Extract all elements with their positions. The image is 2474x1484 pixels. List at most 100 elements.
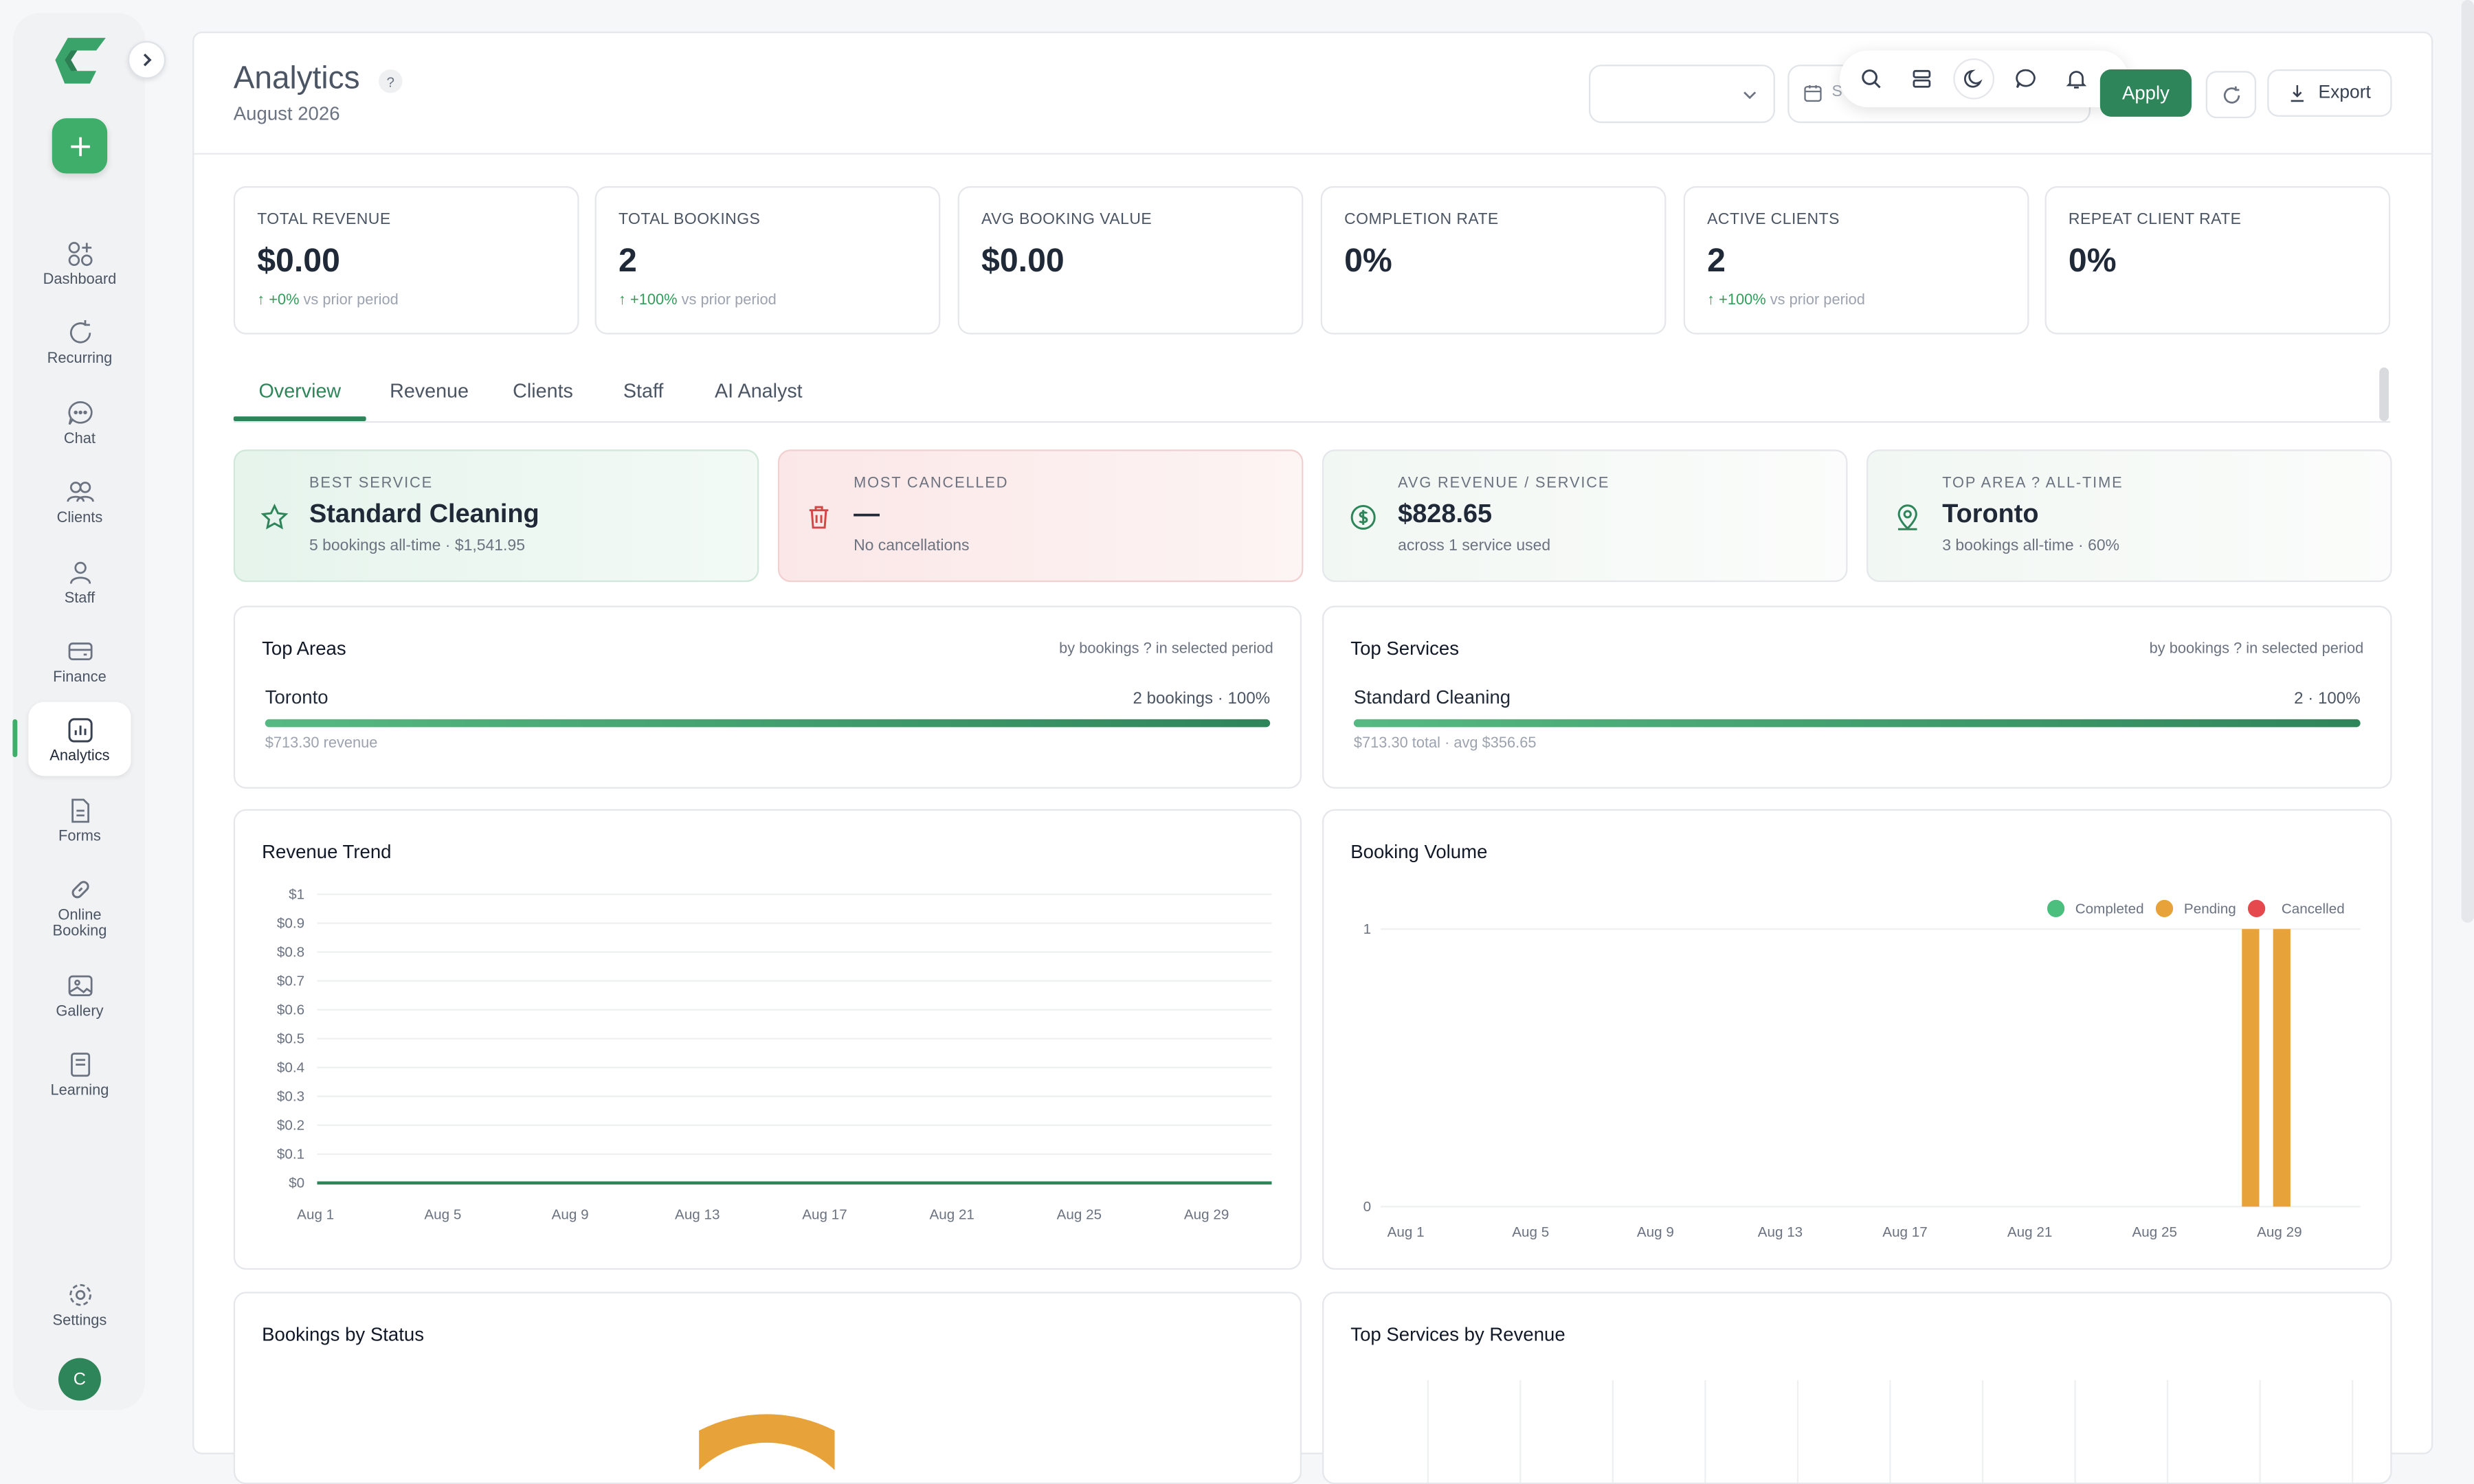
tabs-scrollbar[interactable] <box>2379 367 2389 421</box>
kpi-card: AVG BOOKING VALUE $0.00 <box>957 186 1304 335</box>
sidebar-item-learning[interactable]: Learning <box>28 1041 131 1116</box>
x-tick-label: Aug 25 <box>1057 1207 1102 1223</box>
area-progress-track <box>265 719 1271 728</box>
highlight-label: AVG REVENUE / SERVICE <box>1398 475 1610 493</box>
date-range-placeholder: S <box>1831 83 1842 101</box>
export-button[interactable]: Export <box>2267 69 2392 117</box>
highlight-label: BEST SERVICE <box>309 475 434 493</box>
y-tick-label: $1 <box>289 887 304 903</box>
y-tick-label: $0.5 <box>277 1031 304 1047</box>
plus-icon <box>70 136 89 156</box>
highlight-value: $828.65 <box>1398 499 1493 529</box>
bar-pending <box>2273 929 2291 1207</box>
kpi-delta: ↑ +100% vs prior period <box>618 291 777 309</box>
sidebar-item-recurring[interactable]: Recurring <box>28 309 131 385</box>
dashboard-icon <box>65 240 93 268</box>
top-areas-panel: Top Areas by bookings ? in selected peri… <box>233 605 1302 789</box>
highlight-card-best-service: BEST SERVICE Standard Cleaning 5 booking… <box>233 449 759 583</box>
layers-icon[interactable] <box>1903 60 1941 98</box>
tab-clients[interactable]: Clients <box>513 380 573 403</box>
x-tick-label: Aug 25 <box>2132 1224 2177 1240</box>
star-icon <box>260 504 289 530</box>
tab-overview[interactable]: Overview <box>258 380 342 403</box>
kpi-value: $0.00 <box>257 243 340 280</box>
chat-icon <box>65 399 93 427</box>
sidebar-item-analytics[interactable]: Analytics <box>28 701 131 776</box>
x-tick-label: Aug 5 <box>424 1207 461 1223</box>
highlight-value: Standard Cleaning <box>309 499 539 529</box>
x-tick-label: Aug 21 <box>929 1207 974 1223</box>
kpi-label: TOTAL BOOKINGS <box>618 211 761 229</box>
export-label: Export <box>2318 83 2371 103</box>
refresh-icon <box>65 319 93 347</box>
legend-swatch-completed <box>2047 899 2065 918</box>
highlight-value: — <box>854 499 880 529</box>
page-scrollbar[interactable] <box>2461 0 2474 923</box>
x-tick-label: Aug 17 <box>802 1207 847 1223</box>
kpi-delta-note: vs prior period <box>681 291 777 309</box>
header-divider <box>194 153 2431 155</box>
sidebar-item-dashboard[interactable]: Dashboard <box>28 230 131 306</box>
x-tick-label: Aug 5 <box>1512 1224 1549 1240</box>
page-subtitle: August 2026 <box>233 102 340 125</box>
period-select[interactable] <box>1588 65 1775 124</box>
sidebar-item-label: Gallery <box>56 1003 104 1021</box>
kpi-label: REPEAT CLIENT RATE <box>2068 211 2242 229</box>
sidebar-item-gallery[interactable]: Gallery <box>28 962 131 1037</box>
highlight-sub: 5 bookings all-time · $1,541.95 <box>309 537 525 556</box>
sidebar-item-online-booking[interactable]: Online Booking <box>28 866 131 947</box>
y-tick-label: $0.4 <box>277 1060 304 1076</box>
donut-gap <box>695 1364 700 1483</box>
x-tick-label: Aug 29 <box>1184 1207 1229 1223</box>
highlight-card-most-cancelled: MOST CANCELLED — No cancellations <box>777 449 1304 583</box>
bell-icon[interactable] <box>2058 60 2095 98</box>
tab-staff[interactable]: Staff <box>623 380 664 403</box>
gear-icon <box>65 1281 93 1309</box>
y-tick-label: 0 <box>1363 1199 1372 1215</box>
x-tick-label: Aug 9 <box>1637 1224 1674 1240</box>
tab-ai-analyst[interactable]: AI Analyst <box>715 380 803 403</box>
bookings-by-status-panel: Bookings by Status <box>233 1292 1302 1484</box>
message-icon[interactable] <box>2007 60 2044 98</box>
booking-volume-chart: 0 1 Aug 1 Aug 5 Aug 9 Aug 13 Aug 17 Aug 21 Aug 2… <box>1363 899 2361 1240</box>
x-tick-label: Aug 13 <box>675 1207 720 1223</box>
panel-title: Top Services <box>1350 637 1460 660</box>
sidebar-item-forms[interactable]: Forms <box>28 787 131 863</box>
x-tick-label: Aug 21 <box>2007 1224 2052 1240</box>
calendar-icon <box>1804 85 1822 102</box>
tab-revenue[interactable]: Revenue <box>390 380 469 403</box>
sidebar-item-finance[interactable]: Finance <box>28 628 131 704</box>
x-tick-label: Aug 13 <box>1758 1224 1803 1240</box>
legend-swatch-cancelled <box>2247 899 2266 918</box>
bar-pending <box>2242 929 2260 1207</box>
sidebar-item-label: Settings <box>52 1312 107 1330</box>
brand-logo[interactable] <box>52 36 109 87</box>
x-tick-label: Aug 29 <box>2257 1224 2302 1240</box>
legend-label: Cancelled <box>2282 901 2345 917</box>
sidebar-item-staff[interactable]: Staff <box>28 549 131 625</box>
kpi-delta-value: +100% <box>629 291 678 309</box>
service-sub: $713.30 total · avg $356.65 <box>1353 734 1537 753</box>
moon-icon[interactable] <box>1953 58 1995 100</box>
sidebar-item-settings[interactable]: Settings <box>28 1271 131 1347</box>
service-name: Standard Cleaning <box>1353 686 1511 708</box>
panel-note: by bookings ? in selected period <box>2149 640 2364 658</box>
sidebar-item-label: Chat <box>63 430 96 449</box>
search-icon[interactable] <box>1852 60 1890 98</box>
service-progress-fill <box>1353 719 2361 728</box>
kpi-label: ACTIVE CLIENTS <box>1707 211 1840 229</box>
sidebar-toggle-button[interactable] <box>127 41 166 79</box>
sidebar-item-chat[interactable]: Chat <box>28 390 131 465</box>
refresh-button[interactable] <box>2205 71 2257 119</box>
help-icon[interactable]: ? <box>379 69 403 93</box>
highlight-card-top-area: TOP AREA ? ALL-TIME Toronto 3 bookings a… <box>1866 449 2392 583</box>
apply-button[interactable]: Apply <box>2099 69 2192 117</box>
user-avatar[interactable]: C <box>58 1358 101 1401</box>
chevron-right-icon <box>143 53 152 67</box>
sidebar-item-clients[interactable]: Clients <box>28 469 131 544</box>
y-tick-label: 1 <box>1363 921 1372 937</box>
create-new-button[interactable] <box>52 118 108 174</box>
book-icon <box>65 1050 93 1079</box>
map-pin-icon <box>1897 504 1917 530</box>
y-tick-label: $0 <box>289 1176 304 1191</box>
